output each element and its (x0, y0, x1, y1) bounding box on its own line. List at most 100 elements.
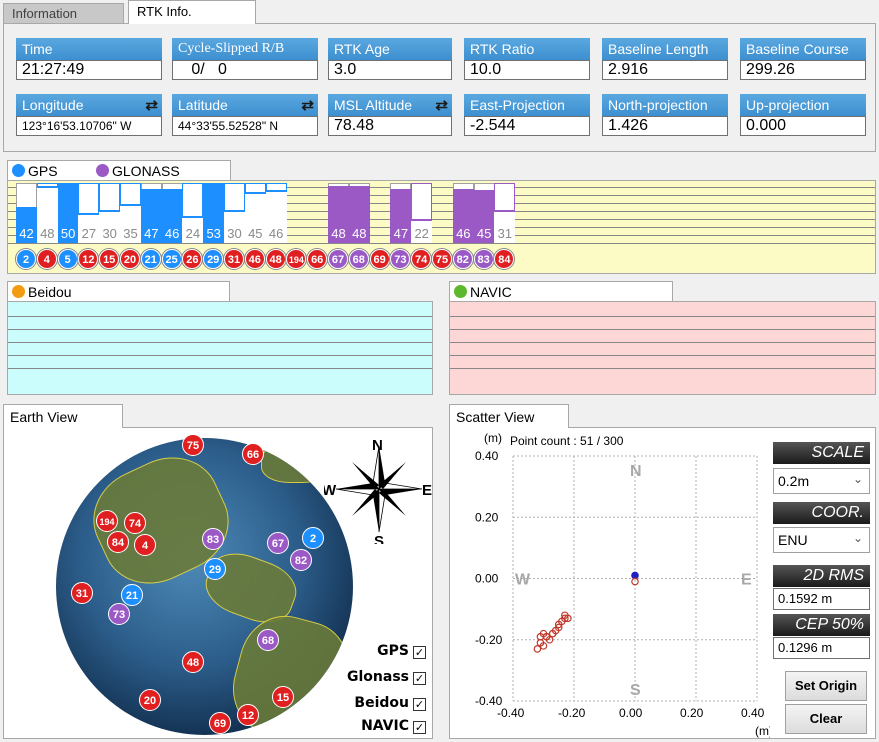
coor-select[interactable]: ENU ⌄ (773, 527, 870, 553)
earth-satellite-marker[interactable]: 73 (108, 603, 130, 625)
tab-scatter-view[interactable]: Scatter View (449, 404, 569, 428)
filter-navic[interactable]: NAVIC ✓ (361, 718, 426, 734)
coor-header: COOR. (773, 502, 870, 524)
signal-bar-fill (120, 204, 141, 243)
satellite-id-badge[interactable]: 21 (140, 249, 161, 269)
tab-rtk-info[interactable]: RTK Info. (128, 0, 256, 24)
navic-tab[interactable]: NAVIC (449, 281, 673, 301)
satellite-id-badge[interactable]: 69 (369, 249, 390, 269)
signal-snr-label: 47 (393, 226, 409, 241)
rtk-info-panel: Time 21:27:49 Cycle-Slipped R/B 0/ 0 RTK… (3, 23, 876, 152)
longitude-header: Longitude ⇄ (16, 94, 162, 116)
y-tick-label: -0.40 (475, 694, 503, 708)
tab-earth-view[interactable]: Earth View (3, 404, 123, 428)
satellite-id-badge[interactable]: 66 (307, 249, 328, 269)
refresh-icon[interactable]: ⇄ (435, 97, 448, 114)
filter-beidou[interactable]: Beidou ✓ (354, 695, 426, 711)
earth-satellite-marker[interactable]: 69 (209, 712, 231, 734)
checkbox-glonass[interactable]: ✓ (413, 672, 426, 685)
signal-bar: 46 (265, 183, 287, 243)
earth-satellite-marker[interactable]: 31 (71, 582, 93, 604)
refresh-icon[interactable]: ⇄ (301, 97, 314, 114)
signal-snr-label: 22 (414, 226, 429, 241)
signal-snr-label: 30 (227, 226, 242, 241)
rms-header: 2D RMS (773, 565, 870, 587)
signal-bar: 46 (161, 183, 183, 243)
signal-snr-label: 46 (268, 226, 284, 241)
satellite-id-badge[interactable]: 46 (244, 249, 265, 269)
satellite-id-badge[interactable]: 2 (16, 249, 36, 269)
satellite-id-badge[interactable]: 48 (265, 249, 286, 269)
north-projection-value: 1.426 (602, 116, 728, 136)
time-value: 21:27:49 (16, 60, 162, 80)
earth-satellite-marker[interactable]: 21 (121, 584, 143, 606)
signal-bar-fill (16, 207, 37, 243)
coor-value: ENU (778, 532, 808, 548)
checkbox-navic[interactable]: ✓ (413, 721, 426, 734)
satellite-id-badge[interactable]: 5 (57, 249, 78, 269)
y-tick-label: 0.20 (475, 510, 499, 524)
earth-satellite-marker[interactable]: 48 (182, 651, 204, 673)
earth-satellite-marker[interactable]: 12 (237, 704, 259, 726)
checkbox-beidou[interactable]: ✓ (413, 698, 426, 711)
satellite-id-badge[interactable]: 68 (348, 249, 369, 269)
scatter-point (631, 577, 639, 586)
filter-glonass[interactable]: Glonass ✓ (347, 669, 426, 685)
earth-satellite-marker[interactable]: 74 (124, 512, 146, 534)
earth-satellite-marker[interactable]: 15 (272, 686, 294, 708)
earth-satellite-marker[interactable]: 84 (107, 531, 129, 553)
satellite-id-badge[interactable]: 83 (473, 249, 494, 269)
y-tick-label: 0.40 (475, 449, 499, 463)
satellite-id-badge[interactable]: 29 (203, 249, 224, 269)
point-count-label: Point count : 51 / 300 (510, 434, 624, 448)
scale-select[interactable]: 0.2m ⌄ (773, 468, 870, 494)
earth-satellite-marker[interactable]: 75 (182, 434, 204, 456)
scatter-compass-label: E (741, 572, 752, 589)
chevron-down-icon: ⌄ (852, 531, 863, 545)
satellite-id-badge[interactable]: 25 (161, 249, 182, 269)
earth-satellite-marker[interactable]: 66 (242, 443, 264, 465)
satellite-id-badge[interactable]: 75 (432, 249, 452, 269)
clear-button[interactable]: Clear (785, 704, 867, 734)
satellite-id-badge[interactable]: 84 (494, 249, 515, 269)
rtk-age-label: RTK Age (328, 38, 452, 60)
earth-satellite-marker[interactable]: 194 (96, 510, 118, 532)
earth-satellite-marker[interactable]: 83 (202, 528, 224, 550)
scatter-point (548, 629, 557, 638)
satellite-id-badge[interactable]: 73 (390, 249, 411, 269)
earth-satellite-marker[interactable]: 68 (257, 629, 279, 651)
scatter-point (533, 645, 542, 653)
signal-snr-label: 47 (144, 226, 159, 241)
satellite-id-badge[interactable]: 82 (452, 249, 473, 269)
satellite-id-badge[interactable]: 20 (120, 249, 140, 269)
satellite-id-badge[interactable]: 15 (99, 249, 120, 269)
gps-tab[interactable]: GPS (12, 163, 58, 179)
signal-bar: 35 (120, 183, 141, 243)
satellite-id-badge[interactable]: 194 (286, 249, 307, 269)
refresh-icon[interactable]: ⇄ (145, 97, 158, 114)
satellite-id-badge[interactable]: 67 (328, 249, 348, 269)
glonass-dot-icon (96, 164, 109, 177)
earth-satellite-marker[interactable]: 29 (204, 558, 226, 580)
north-projection-field: North-projection 1.426 (602, 94, 728, 136)
x-tick-label: 0.00 (619, 706, 643, 720)
satellite-id-badge[interactable]: 31 (224, 249, 244, 269)
tab-information[interactable]: Information (3, 3, 124, 23)
msl-altitude-value: 78.48 (328, 116, 452, 136)
satellite-id-badge[interactable]: 4 (36, 249, 57, 269)
earth-satellite-marker[interactable]: 82 (290, 549, 312, 571)
beidou-tab[interactable]: Beidou (7, 281, 230, 301)
signal-bar: 47 (140, 183, 162, 243)
earth-satellite-marker[interactable]: 20 (139, 689, 161, 711)
earth-satellite-marker[interactable]: 4 (134, 534, 156, 556)
earth-satellite-marker[interactable]: 2 (302, 527, 324, 549)
set-origin-button[interactable]: Set Origin (785, 671, 867, 701)
checkbox-gps[interactable]: ✓ (413, 646, 426, 659)
scatter-point (554, 623, 563, 632)
earth-satellite-marker[interactable]: 67 (267, 532, 289, 554)
satellite-id-badge[interactable]: 74 (411, 249, 432, 269)
satellite-id-badge[interactable]: 26 (182, 249, 203, 269)
filter-gps[interactable]: GPS ✓ (377, 643, 426, 659)
glonass-tab[interactable]: GLONASS (96, 163, 180, 179)
satellite-id-badge[interactable]: 12 (78, 249, 99, 269)
